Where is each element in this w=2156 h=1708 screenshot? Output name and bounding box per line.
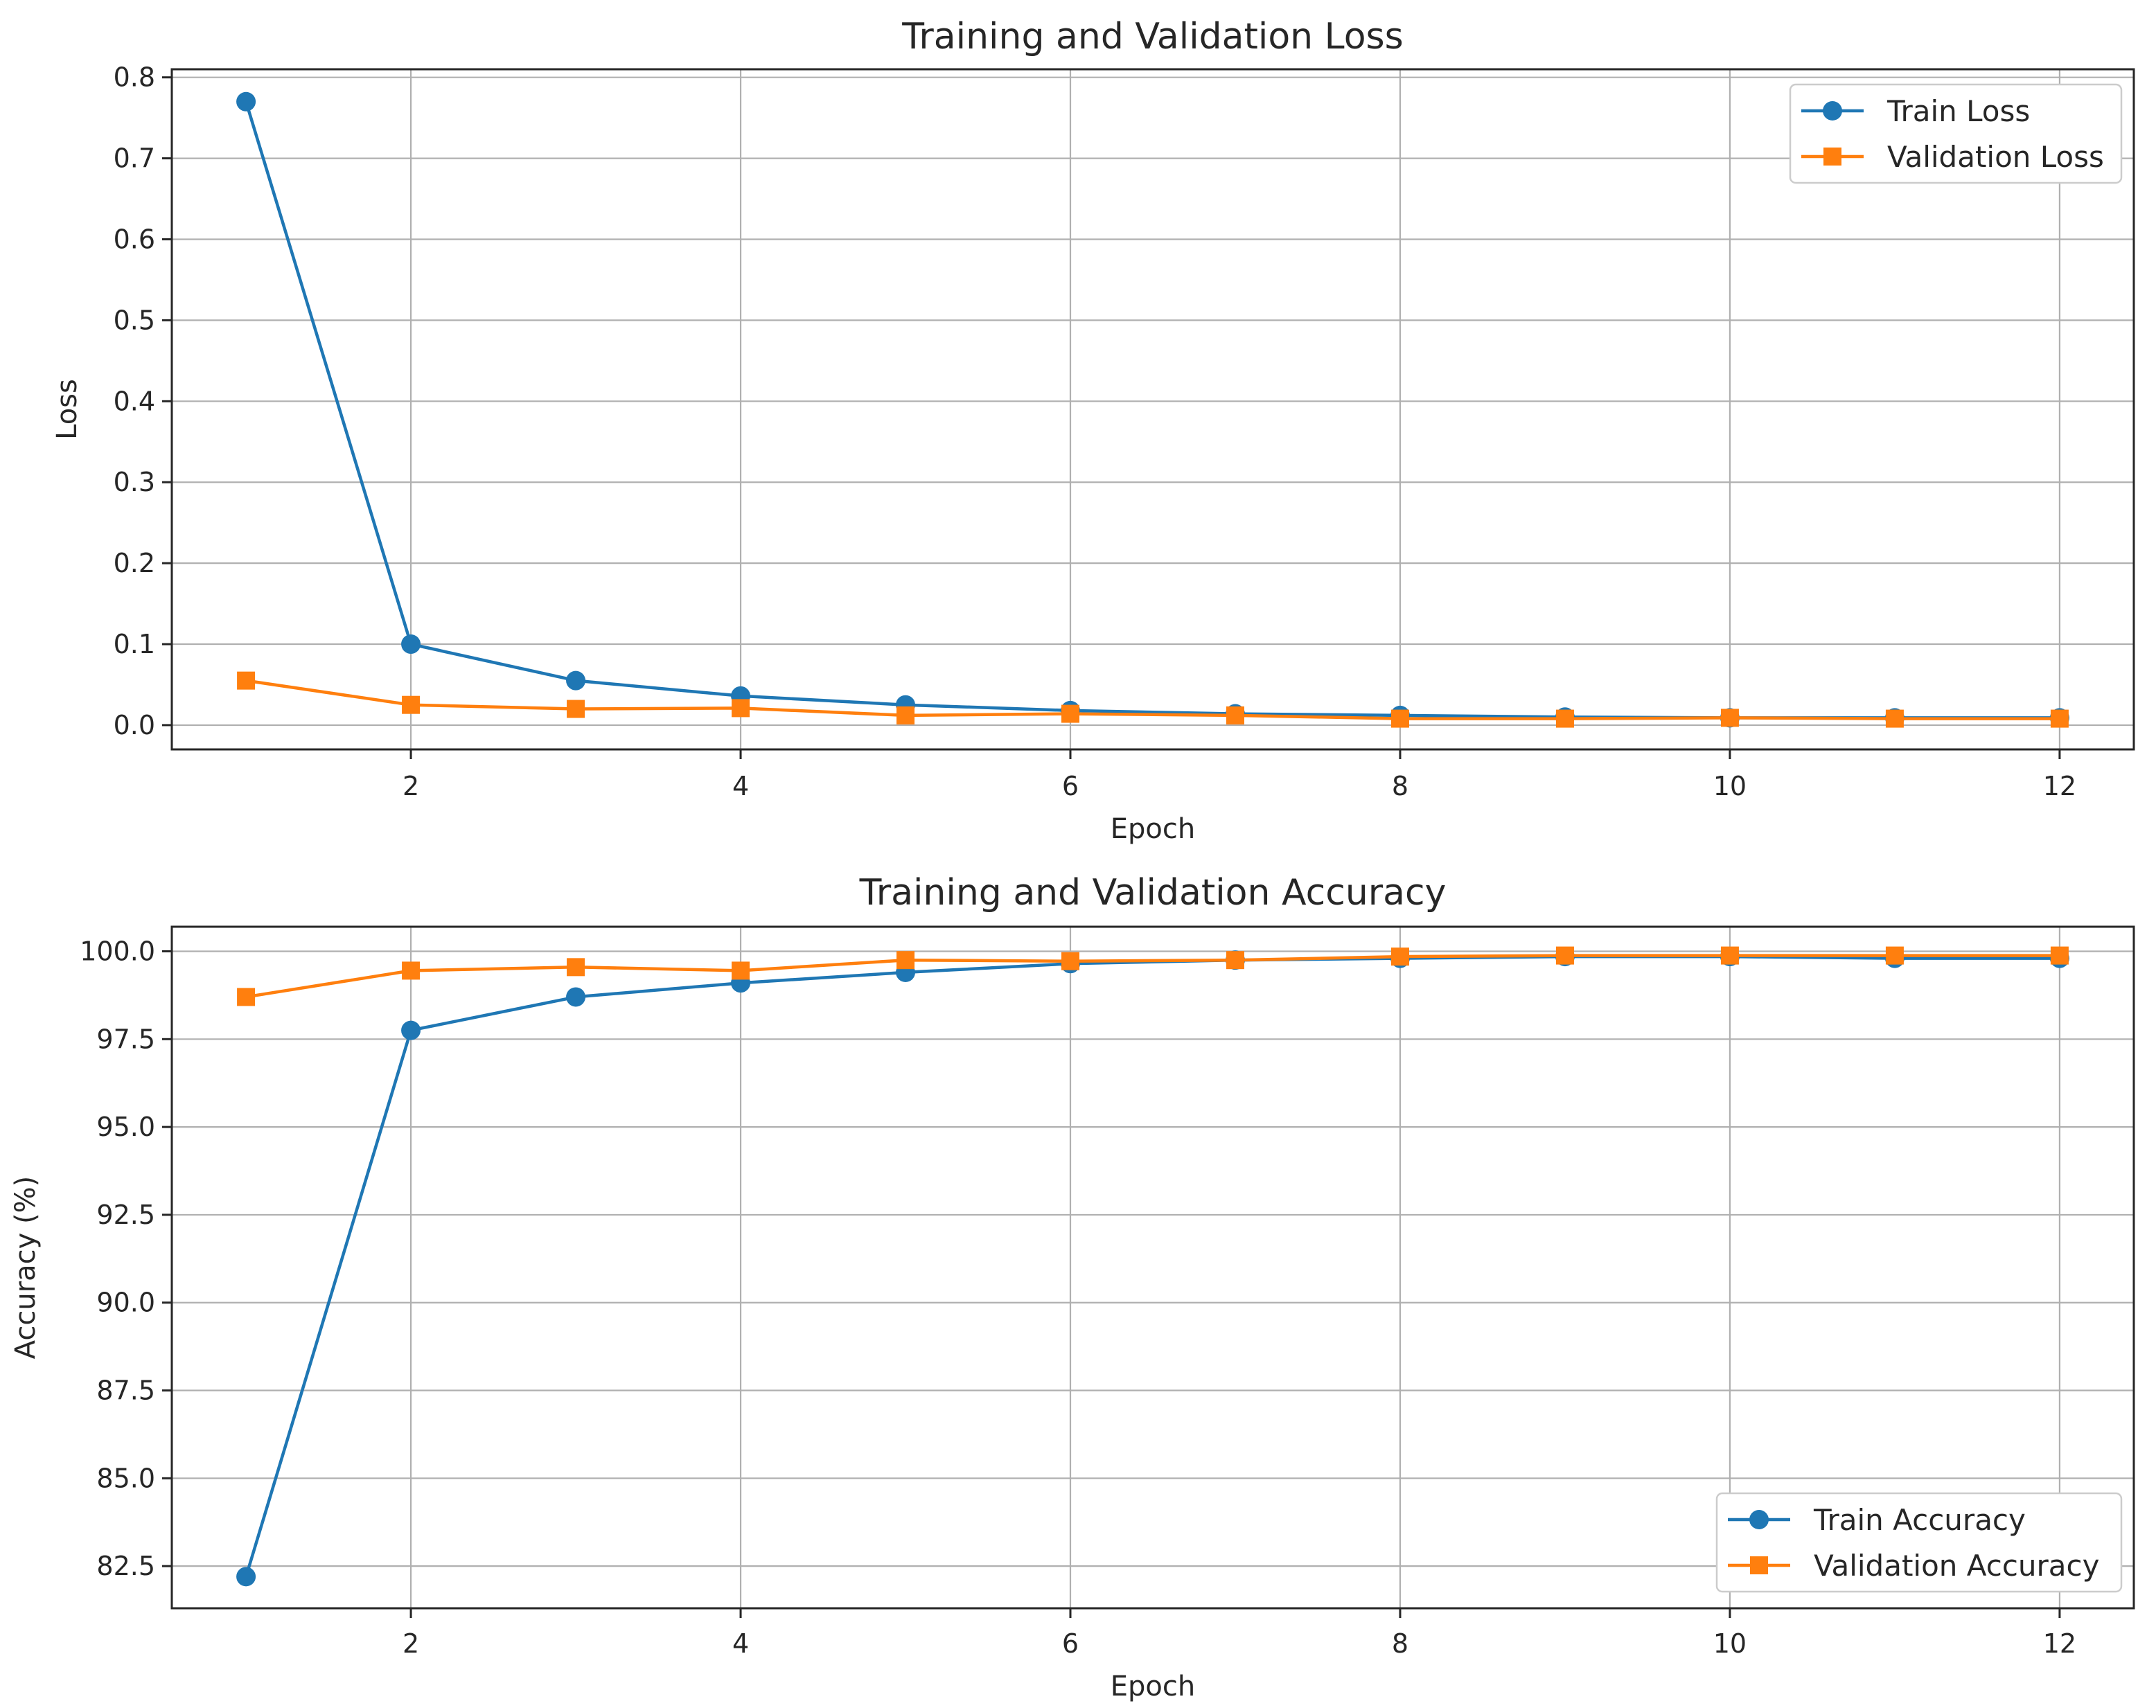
data-point — [1885, 946, 1904, 965]
data-point — [401, 634, 421, 655]
data-point — [237, 671, 256, 690]
y-tick-label: 0.0 — [114, 710, 155, 740]
accuracy-chart: 2 4 6 8 10 12 82.5 85.0 87.5 90.0 92.5 95.0 97.5 100.… — [10, 872, 2135, 1702]
data-point — [896, 706, 915, 724]
data-point — [401, 1020, 421, 1040]
legend-box — [1715, 1492, 2123, 1593]
legend-label: Validation Accuracy — [1814, 1549, 2100, 1583]
x-tick-label: 10 — [1713, 771, 1747, 801]
data-point — [566, 670, 586, 691]
loss-chart: 2 4 6 8 10 12 0.0 0.1 0.2 0.3 0.4 0.5 0.6 0.7 0.8 Train… — [51, 16, 2135, 845]
y-tick-label: 0.7 — [114, 143, 155, 174]
legend-marker — [1749, 1510, 1769, 1529]
data-point — [236, 1567, 256, 1587]
x-tick-label: 8 — [1392, 771, 1408, 801]
legend-label: Train Loss — [1886, 94, 2030, 128]
y-tick-label: 0.3 — [114, 467, 155, 497]
chart-title: Training and Validation Accuracy — [859, 872, 1447, 914]
series-line-validation-loss — [245, 679, 2060, 720]
x-tick-label: 6 — [1062, 771, 1079, 801]
y-axis-label: Accuracy (%) — [10, 1176, 42, 1360]
data-point — [1720, 709, 1739, 727]
data-point — [2050, 946, 2069, 965]
data-point — [567, 700, 585, 718]
x-tick-label: 8 — [1392, 1628, 1408, 1659]
y-tick-label: 0.2 — [114, 548, 155, 578]
data-point — [402, 695, 421, 714]
y-tick-label: 82.5 — [96, 1551, 155, 1581]
x-tick-label: 2 — [403, 771, 419, 801]
series-line-train-accuracy — [244, 954, 2060, 1578]
legend-marker — [1750, 1556, 1768, 1574]
data-point — [1226, 951, 1244, 970]
y-tick-label: 0.4 — [114, 386, 155, 416]
data-point — [896, 951, 915, 970]
y-axis-label: Loss — [51, 379, 83, 440]
data-point — [1555, 709, 1574, 728]
data-point — [402, 961, 421, 980]
data-point — [1061, 704, 1080, 723]
y-tick-label: 0.6 — [114, 224, 155, 255]
data-point — [1885, 709, 1904, 728]
axes-frame — [170, 925, 2135, 1610]
y-tick-label: 85.0 — [96, 1463, 155, 1493]
y-tick-label: 100.0 — [80, 936, 155, 967]
y-tick-label: 0.8 — [114, 62, 155, 93]
legend: Train Loss Validation Loss — [1789, 83, 2123, 184]
data-point — [1390, 948, 1409, 966]
y-tick-label: 0.5 — [114, 305, 155, 335]
data-point — [1226, 706, 1244, 724]
x-tick-label: 12 — [2043, 1628, 2076, 1659]
data-point — [2050, 709, 2069, 728]
data-point — [1555, 946, 1574, 965]
x-tick-label: 12 — [2043, 771, 2076, 801]
data-point — [732, 961, 750, 980]
data-point — [1061, 952, 1080, 970]
legend-marker — [1823, 101, 1842, 121]
legend-label: Validation Loss — [1887, 140, 2104, 174]
legend: Train Accuracy Validation Accuracy — [1715, 1492, 2123, 1593]
chart-title: Training and Validation Loss — [901, 16, 1403, 57]
data-point — [1390, 709, 1409, 728]
data-point — [1720, 946, 1739, 965]
y-tick-label: 95.0 — [96, 1112, 155, 1142]
legend-label: Train Accuracy — [1813, 1503, 2026, 1537]
y-tick-label: 97.5 — [96, 1024, 155, 1054]
x-tick-label: 4 — [732, 771, 749, 801]
y-tick-label: 92.5 — [96, 1200, 155, 1230]
x-tick-label: 4 — [732, 1628, 749, 1659]
data-point — [732, 699, 750, 718]
series-line-train-loss — [244, 101, 2060, 720]
legend-marker — [1823, 148, 1841, 166]
x-tick-label: 10 — [1713, 1628, 1747, 1659]
y-tick-label: 0.1 — [114, 629, 155, 659]
axes-frame — [170, 68, 2135, 751]
x-axis-label: Epoch — [1111, 1671, 1195, 1702]
x-axis-label: Epoch — [1111, 813, 1195, 845]
x-tick-label: 6 — [1062, 1628, 1079, 1659]
data-point — [237, 988, 256, 1006]
series-line-validation-accuracy — [245, 954, 2060, 999]
y-tick-label: 87.5 — [96, 1376, 155, 1406]
y-tick-label: 90.0 — [96, 1288, 155, 1318]
x-tick-label: 2 — [403, 1628, 419, 1659]
legend-box — [1789, 83, 2123, 184]
data-point — [236, 91, 256, 112]
data-point — [567, 958, 585, 977]
data-point — [566, 987, 586, 1007]
